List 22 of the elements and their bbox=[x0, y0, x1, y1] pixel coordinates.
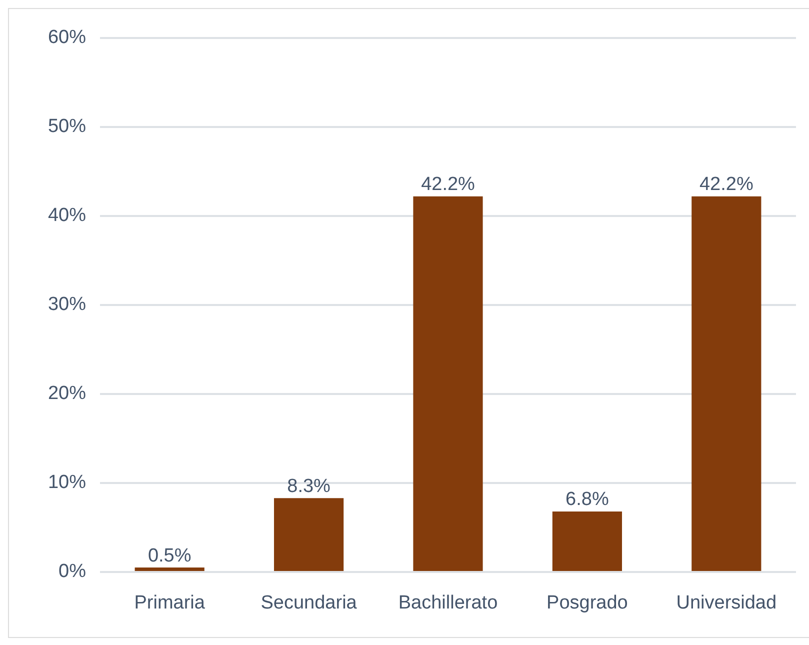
bar bbox=[413, 196, 483, 571]
y-tick-label: 30% bbox=[48, 294, 86, 316]
x-tick-label: Secundaria bbox=[260, 592, 358, 614]
x-tick-label: Posgrado bbox=[546, 592, 628, 614]
data-label: 6.8% bbox=[566, 489, 609, 510]
x-tick-label: Bachillerato bbox=[398, 592, 498, 614]
data-label: 8.3% bbox=[287, 476, 331, 497]
y-tick-label: 60% bbox=[48, 27, 86, 48]
x-tick-label: Universidad bbox=[676, 592, 777, 614]
y-tick-label: 10% bbox=[48, 472, 86, 494]
bar bbox=[692, 196, 762, 571]
data-label: 0.5% bbox=[148, 545, 192, 566]
y-tick-label: 20% bbox=[48, 383, 86, 404]
data-label: 42.2% bbox=[699, 174, 754, 196]
y-tick-label: 0% bbox=[58, 561, 86, 582]
bar bbox=[134, 568, 204, 571]
y-tick-label: 50% bbox=[48, 116, 86, 138]
data-label: 42.2% bbox=[421, 174, 476, 196]
y-tick-label: 40% bbox=[48, 205, 86, 226]
x-tick-label: Primaria bbox=[134, 592, 206, 614]
bar bbox=[552, 511, 622, 571]
bar bbox=[274, 498, 344, 571]
